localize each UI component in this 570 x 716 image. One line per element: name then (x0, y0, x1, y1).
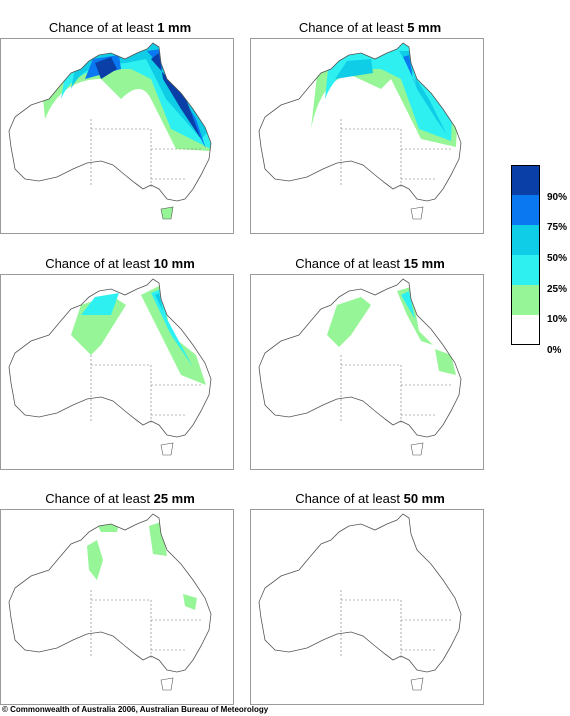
panel-title: Chance of at least 50 mm (295, 491, 445, 506)
australia-map (250, 38, 484, 234)
copyright-footer: © Commonwealth of Australia 2006, Austra… (2, 705, 269, 714)
legend-label-50: 50% (547, 253, 568, 264)
map-panel-5mm: Chance of at least 5 mm (250, 20, 490, 240)
legend-label-90: 90% (547, 192, 568, 203)
legend-swatch-75 (511, 195, 540, 225)
legend-swatch-90 (511, 165, 540, 195)
probability-legend: 90% 75% 50% 25% 10% 0% (511, 165, 570, 365)
panel-title: Chance of at least 1 mm (48, 20, 192, 35)
australia-map (250, 274, 484, 470)
panel-title: Chance of at least 10 mm (45, 256, 195, 271)
legend-label-0: 0% (547, 345, 562, 356)
legend-label-75: 75% (547, 222, 568, 233)
australia-map (250, 509, 484, 705)
panel-title: Chance of at least 15 mm (295, 256, 445, 271)
map-panel-50mm: Chance of at least 50 mm (250, 491, 490, 711)
legend-swatch-0 (511, 315, 540, 345)
legend-label-25: 25% (547, 284, 568, 295)
map-panel-10mm: Chance of at least 10 mm (0, 256, 240, 476)
map-panel-15mm: Chance of at least 15 mm (250, 256, 490, 476)
panel-title: Chance of at least 25 mm (45, 491, 195, 506)
map-panel-1mm: Chance of at least 1 mm (0, 20, 240, 240)
legend-swatch-50 (511, 225, 540, 255)
australia-map (0, 509, 234, 705)
panel-title: Chance of at least 5 mm (298, 20, 442, 35)
map-panel-25mm: Chance of at least 25 mm (0, 491, 240, 711)
legend-label-10: 10% (547, 314, 568, 325)
australia-map (0, 274, 234, 470)
legend-swatch-10 (511, 285, 540, 315)
australia-map (0, 38, 234, 234)
legend-swatch-25 (511, 255, 540, 285)
